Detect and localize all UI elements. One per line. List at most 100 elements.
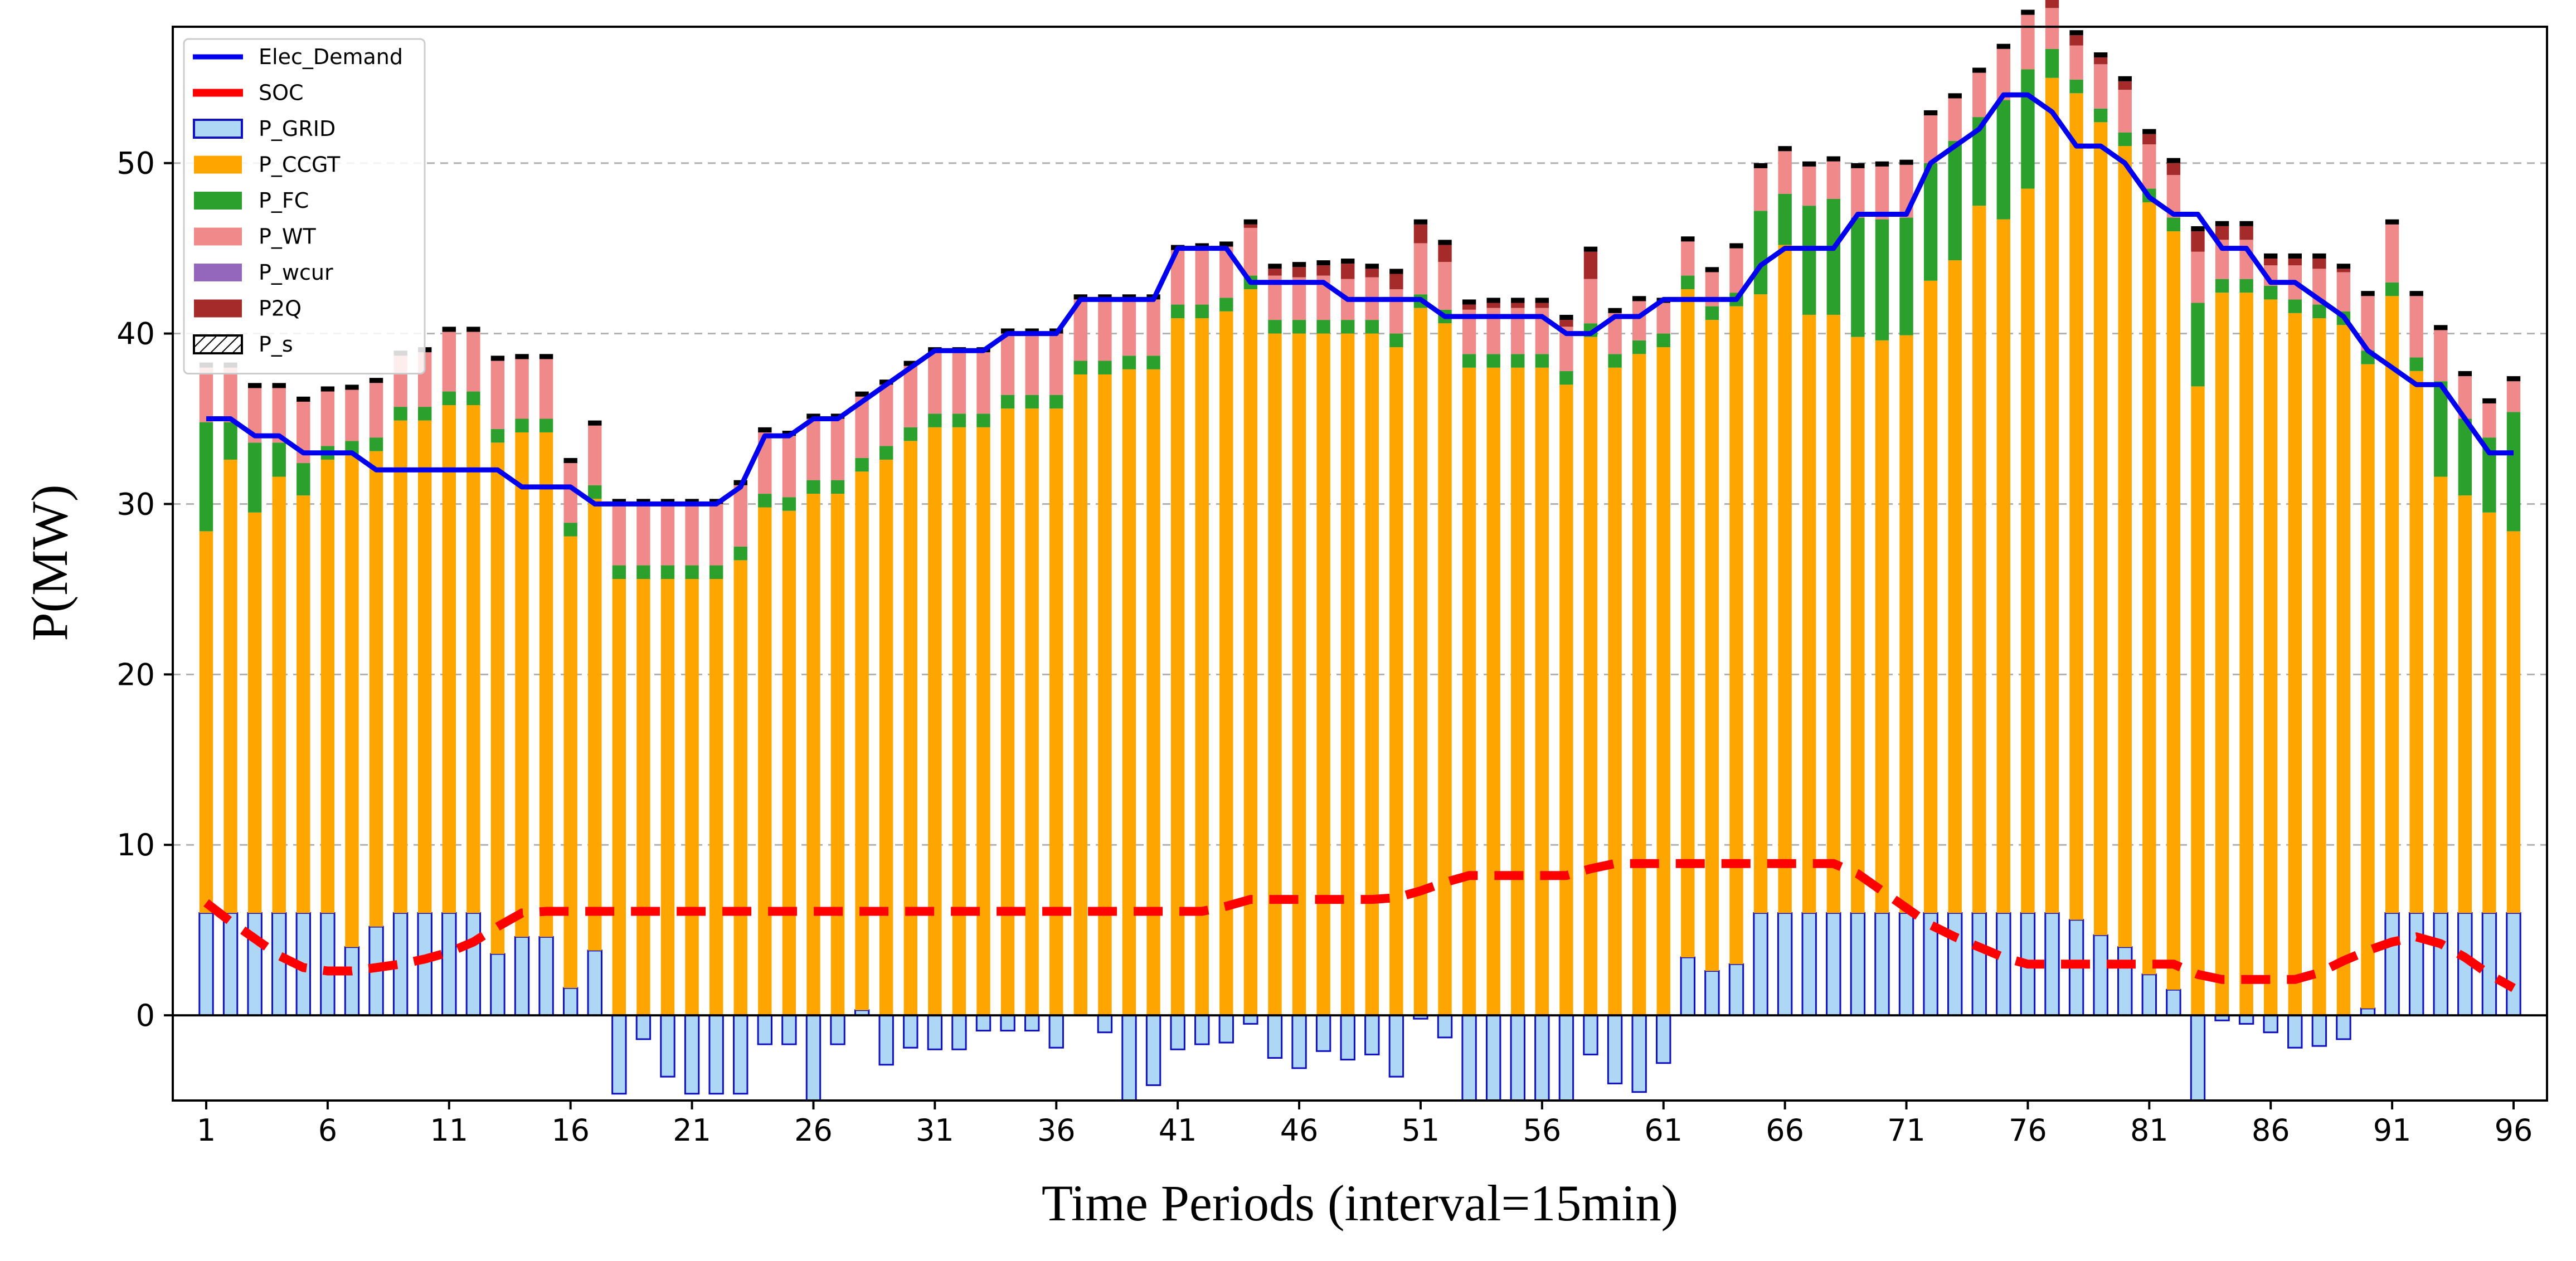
x-axis-title: Time Periods (interval=15min) <box>1042 1175 1678 1231</box>
bar-p-s-96 <box>2506 376 2521 382</box>
bar-p-grid-36 <box>1048 1014 1064 1049</box>
bar-p-ccgt-82 <box>2166 231 2181 990</box>
x-tick-label-26: 26 <box>794 1113 833 1148</box>
y-tick-label-30: 30 <box>116 486 155 522</box>
bar-p-s-93 <box>2434 325 2448 330</box>
bar-p-fc-56 <box>1535 354 1549 368</box>
bar-p-fc-54 <box>1486 354 1500 368</box>
bar-p-fc-35 <box>1025 395 1039 409</box>
bar-p-wt-20 <box>660 504 675 566</box>
x-tick-label-21: 21 <box>673 1113 711 1148</box>
bar-p2q-78 <box>2069 35 2083 46</box>
bar-p-grid-54 <box>1485 1014 1501 1102</box>
bar-p-wt-64 <box>1729 248 1743 293</box>
bar-p-wt-29 <box>879 384 893 446</box>
bar-p-grid-31 <box>927 1014 943 1050</box>
bar-p-fc-93 <box>2434 381 2448 477</box>
bar-p-wt-8 <box>369 383 383 438</box>
bar-p-grid-83 <box>2190 1014 2206 1102</box>
bar-p-wt-2 <box>223 367 237 422</box>
x-tick-label-66: 66 <box>1766 1113 1804 1148</box>
bar-p-s-21 <box>685 499 699 504</box>
bar-p-grid-75 <box>1996 912 2011 1016</box>
bar-p-s-11 <box>442 327 456 332</box>
x-tick-label-1: 1 <box>197 1113 216 1148</box>
x-tick-label-76: 76 <box>2009 1113 2047 1148</box>
bar-p-wt-35 <box>1025 333 1039 395</box>
lines <box>203 92 2516 992</box>
bar-p-grid-35 <box>1024 1014 1040 1032</box>
bar-p-fc-9 <box>393 407 407 421</box>
bar-p-s-47 <box>1316 260 1330 266</box>
bar-p-ccgt-36 <box>1049 408 1063 1016</box>
bar-p-grid-40 <box>1145 1014 1161 1086</box>
bar-p-grid-63 <box>1704 970 1720 1016</box>
bar-p-grid-47 <box>1315 1014 1331 1052</box>
bar-p-wt-81 <box>2142 144 2156 189</box>
bar-p-grid-52 <box>1437 1014 1453 1039</box>
bar-p-fc-10 <box>418 407 432 421</box>
bar-p-grid-68 <box>1826 912 1841 1016</box>
bar-p-ccgt-94 <box>2458 495 2472 913</box>
bar-p-ccgt-69 <box>1851 337 1865 913</box>
bar-p-ccgt-30 <box>903 441 917 1016</box>
bar-p-ccgt-55 <box>1511 367 1525 1016</box>
bar-p-fc-84 <box>2215 279 2229 293</box>
bar-p-ccgt-42 <box>1195 318 1209 1016</box>
bar-p-wt-31 <box>928 352 942 414</box>
bar-p2q-52 <box>1438 245 1452 262</box>
bar-p-wt-83 <box>2191 251 2205 303</box>
bar-p-s-92 <box>2409 291 2423 296</box>
bar-p-s-88 <box>2312 253 2326 259</box>
bar-p-s-26 <box>806 413 820 419</box>
bar-p-fc-26 <box>806 480 820 494</box>
legend-label-p-fc: P_FC <box>259 188 309 213</box>
bar-p-wt-93 <box>2434 330 2448 382</box>
bar-p-s-90 <box>2361 291 2375 296</box>
bar-p-s-62 <box>1681 236 1695 242</box>
bar-p-ccgt-63 <box>1705 320 1719 971</box>
bar-p-ccgt-85 <box>2239 293 2253 1016</box>
bar-p-fc-66 <box>1778 193 1792 245</box>
bar-p-ccgt-75 <box>1996 219 2011 913</box>
bar-p-s-57 <box>1559 314 1573 320</box>
bar-p-fc-68 <box>1826 198 1840 315</box>
bar-p-fc-43 <box>1219 298 1233 311</box>
bar-p-s-79 <box>2093 52 2108 58</box>
bar-p-ccgt-66 <box>1778 245 1792 913</box>
bar-p-grid-60 <box>1631 1014 1647 1093</box>
bar-p-wt-22 <box>709 504 723 566</box>
bar-p-s-19 <box>636 499 650 504</box>
bar-p-ccgt-65 <box>1753 294 1768 913</box>
bar-p-ccgt-61 <box>1656 347 1670 1016</box>
bar-p-ccgt-48 <box>1341 333 1355 1016</box>
bar-p-grid-41 <box>1170 1014 1185 1050</box>
bar-p-grid-42 <box>1194 1014 1210 1045</box>
bar-p-ccgt-9 <box>393 420 407 913</box>
legend-swatch-p-s <box>193 334 243 354</box>
bar-p-wt-66 <box>1778 151 1792 194</box>
bar-p-wt-12 <box>466 332 480 392</box>
bar-p-s-14 <box>515 354 529 359</box>
bar-p-wt-30 <box>903 366 917 427</box>
bar-p-fc-24 <box>758 494 772 508</box>
bar-p-ccgt-1 <box>199 531 213 913</box>
bar-p-fc-71 <box>1899 217 1913 335</box>
bar-p-grid-2 <box>222 912 239 1016</box>
bar-p-s-12 <box>466 327 480 332</box>
bar-p-wt-11 <box>442 332 456 392</box>
bar-p-fc-91 <box>2385 282 2399 296</box>
x-tick-label-86: 86 <box>2252 1113 2290 1148</box>
bar-p-grid-56 <box>1534 1014 1550 1102</box>
bar-p-wt-38 <box>1098 299 1112 361</box>
bar-p-wt-72 <box>1923 115 1938 163</box>
bar-p-grid-55 <box>1510 1014 1525 1102</box>
legend-swatch-p-ccgt <box>194 155 242 174</box>
bar-p-ccgt-64 <box>1729 306 1743 965</box>
bar-p2q-54 <box>1486 303 1500 308</box>
bar-p-ccgt-70 <box>1875 340 1889 913</box>
bar-p-ccgt-45 <box>1268 333 1282 1016</box>
bar-p-ccgt-80 <box>2118 146 2132 947</box>
bar-p-ccgt-13 <box>490 442 505 954</box>
bar-p-grid-74 <box>1971 912 1987 1016</box>
